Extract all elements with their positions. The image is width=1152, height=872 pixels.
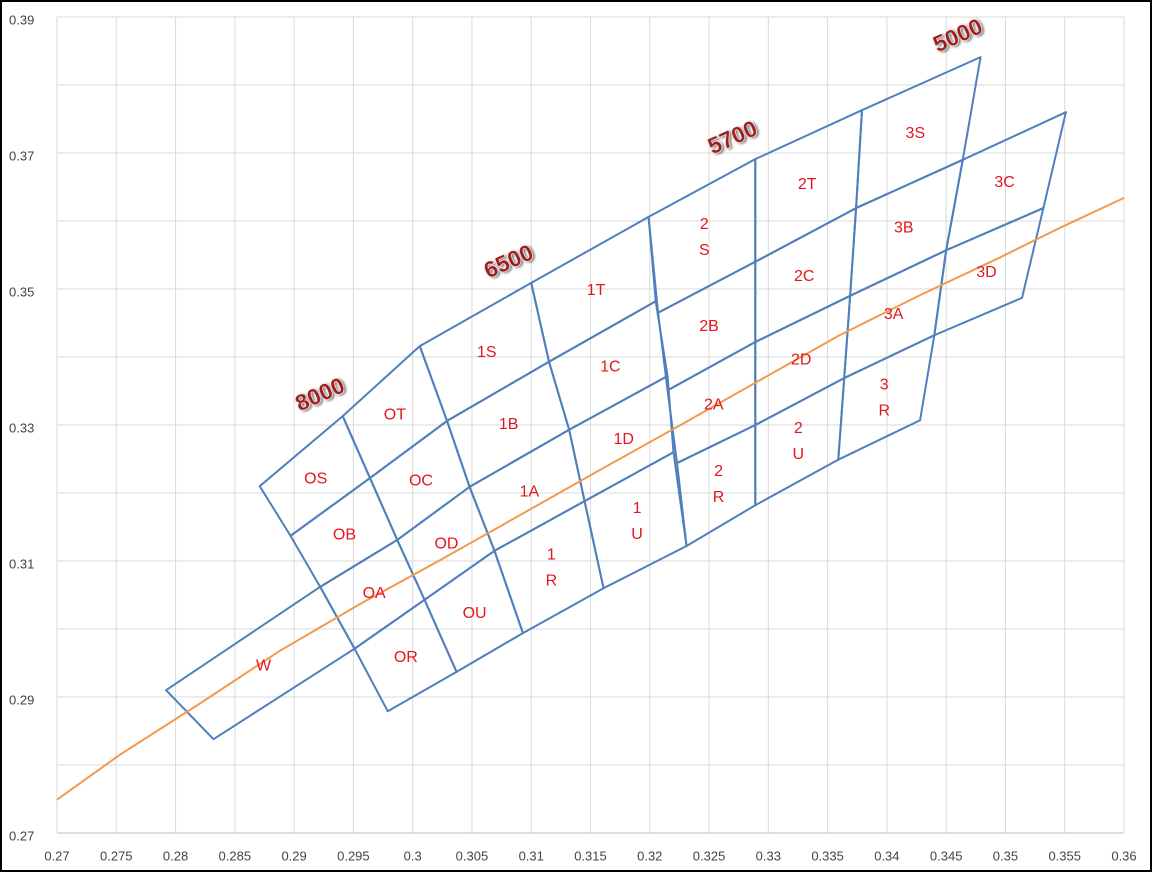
bin-label: R xyxy=(878,403,890,420)
bin-label: 2T xyxy=(798,176,817,193)
x-tick-label: 0.325 xyxy=(693,848,726,863)
bin-label: S xyxy=(699,242,710,259)
bin-label: 1 xyxy=(633,500,642,517)
x-tick-label: 0.33 xyxy=(756,848,781,863)
bin-label: W xyxy=(256,657,272,674)
bin-label: 2B xyxy=(699,318,719,335)
x-tick-label: 0.335 xyxy=(811,848,844,863)
y-tick-label: 0.33 xyxy=(9,420,34,435)
bin-label: 3C xyxy=(994,174,1014,191)
x-tick-label: 0.305 xyxy=(456,848,489,863)
y-tick-label: 0.37 xyxy=(9,148,34,163)
bin xyxy=(933,207,1045,337)
bin-label: OD xyxy=(434,536,458,553)
x-tick-label: 0.34 xyxy=(874,848,899,863)
y-tick-label: 0.27 xyxy=(9,828,34,843)
bin-label: 2A xyxy=(704,396,724,413)
bin-label: 3D xyxy=(976,264,996,281)
bin-label: OC xyxy=(409,473,433,490)
bin-label: OB xyxy=(333,526,356,543)
x-tick-label: 0.355 xyxy=(1048,848,1081,863)
bin-label: R xyxy=(713,489,725,506)
bin-label: OT xyxy=(384,407,406,424)
x-tick-label: 0.29 xyxy=(281,848,306,863)
bin-label: 3A xyxy=(884,306,904,323)
x-tick-label: 0.31 xyxy=(519,848,544,863)
bin-label: OA xyxy=(363,585,386,602)
bin-label: OS xyxy=(304,470,327,487)
bin-label: 2 xyxy=(794,420,803,437)
bin-label: 1A xyxy=(520,483,540,500)
x-tick-label: 0.35 xyxy=(993,848,1018,863)
x-tick-label: 0.315 xyxy=(574,848,607,863)
bin-label: 2 xyxy=(714,463,723,480)
x-tick-label: 0.275 xyxy=(100,848,133,863)
x-tick-label: 0.285 xyxy=(219,848,252,863)
x-tick-label: 0.345 xyxy=(930,848,963,863)
bin-label: 1 xyxy=(547,547,556,564)
bin-label: 3 xyxy=(880,377,889,394)
x-tick-label: 0.32 xyxy=(637,848,662,863)
y-tick-label: 0.31 xyxy=(9,556,34,571)
bin-label: 1S xyxy=(477,344,497,361)
y-tick-label: 0.35 xyxy=(9,284,34,299)
bin-label: OR xyxy=(394,649,418,666)
bin-label: U xyxy=(631,526,643,543)
grid xyxy=(56,16,1125,834)
marks xyxy=(56,56,1125,801)
x-tick-label: 0.28 xyxy=(163,848,188,863)
bin-label: 2D xyxy=(791,351,811,368)
locus-curve xyxy=(56,196,1125,801)
x-tick-label: 0.36 xyxy=(1111,848,1136,863)
x-tick-label: 0.3 xyxy=(404,848,422,863)
bin-label: OU xyxy=(463,605,487,622)
bin-label: 1C xyxy=(600,358,620,375)
bin-label: 3S xyxy=(906,125,926,142)
labels: 0.270.290.310.330.350.370.390.27 0.275 0.2… xyxy=(9,12,1137,863)
bin-label: 1T xyxy=(587,282,606,299)
bin xyxy=(837,334,936,461)
bin-label: 3B xyxy=(894,220,914,237)
bin-label: 1D xyxy=(613,431,633,448)
bin-label: R xyxy=(546,573,558,590)
bin-label: 1B xyxy=(499,416,519,433)
bin-label: U xyxy=(792,446,804,463)
x-tick-label: 0.295 xyxy=(337,848,370,863)
bin-label: 2C xyxy=(794,268,814,285)
bin-label: 2 xyxy=(700,216,709,233)
x-tick-label: 0.27 xyxy=(44,848,69,863)
y-tick-label: 0.39 xyxy=(9,12,34,27)
y-tick-label: 0.29 xyxy=(9,692,34,707)
bin xyxy=(165,585,356,741)
